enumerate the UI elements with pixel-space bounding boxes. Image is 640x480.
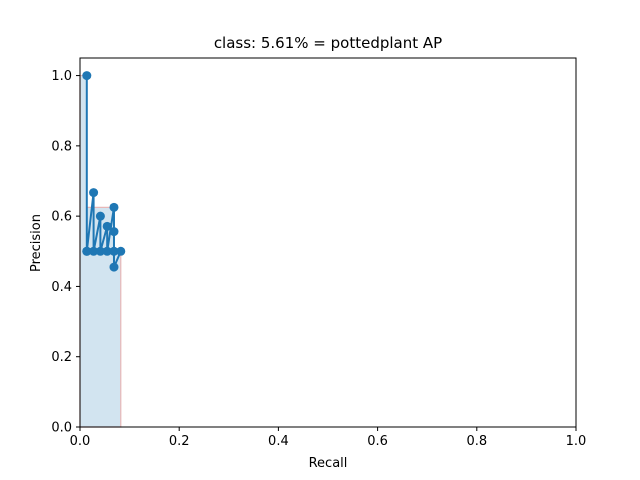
data-point — [102, 221, 112, 231]
x-tick-label: 0.4 — [268, 434, 289, 449]
x-tick-label: 0.6 — [367, 434, 388, 449]
data-point — [109, 262, 119, 272]
y-tick-label: 1.0 — [51, 69, 72, 84]
data-point — [109, 246, 119, 256]
x-tick-label: 0.2 — [169, 434, 190, 449]
y-tick-label: 0.4 — [51, 280, 72, 295]
data-point — [82, 71, 92, 81]
data-point — [82, 246, 92, 256]
plot-frame — [79, 57, 577, 428]
data-point — [102, 246, 112, 256]
data-point — [109, 227, 119, 237]
marker-layer — [82, 71, 126, 272]
y-axis: 0.0 0.2 0.4 0.6 0.8 1.0 — [51, 69, 80, 436]
data-point — [116, 246, 126, 256]
data-point — [89, 188, 99, 198]
x-axis: 0.0 0.2 0.4 0.6 0.8 1.0 — [70, 427, 587, 449]
x-tick-label: 0.0 — [70, 434, 91, 449]
x-tick-label: 1.0 — [566, 434, 587, 449]
y-tick-label: 0.6 — [51, 210, 72, 225]
x-tick-label: 0.8 — [466, 434, 487, 449]
data-point — [109, 202, 119, 212]
data-point — [95, 246, 105, 256]
y-axis-title: Precision — [29, 214, 44, 272]
y-tick-label: 0.2 — [51, 350, 72, 365]
y-tick-label: 0.8 — [51, 139, 72, 154]
chart-title: class: 5.61% = pottedplant AP — [214, 34, 442, 52]
data-point — [95, 211, 105, 221]
x-axis-title: Recall — [309, 456, 348, 471]
data-point — [89, 246, 99, 256]
y-tick-label: 0.0 — [51, 421, 72, 436]
